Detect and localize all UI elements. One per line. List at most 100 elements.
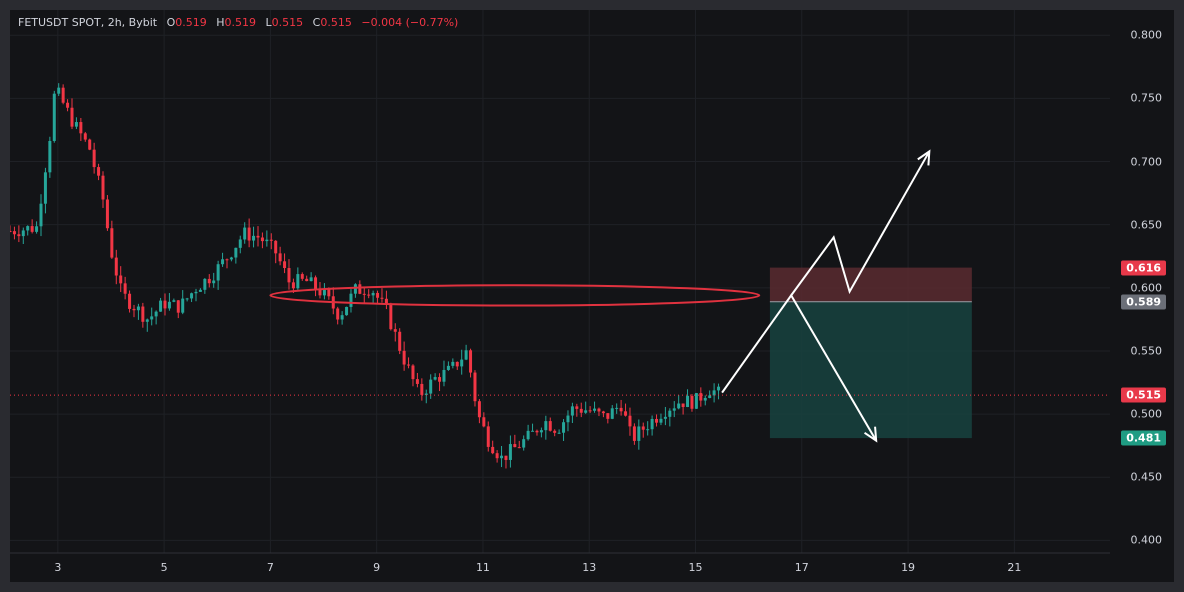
candle-body: [287, 268, 291, 283]
open-value: 0.519: [175, 16, 207, 29]
candle-body: [318, 289, 322, 296]
candle-body: [659, 418, 663, 423]
candle-body: [694, 393, 698, 409]
candle-body: [717, 386, 721, 391]
candle-body: [345, 306, 349, 316]
candle-body: [601, 411, 605, 414]
arrow-head: [917, 149, 931, 166]
close-value: 0.515: [320, 16, 352, 29]
candle-body: [367, 294, 371, 296]
target-price-tag[interactable]: 0.481: [1121, 430, 1166, 446]
candle-body: [535, 430, 539, 433]
chart-frame[interactable]: FETUSDT SPOT, 2h, Bybit O0.519 H0.519 L0…: [10, 10, 1174, 582]
x-tick-label: 5: [160, 561, 168, 574]
high-value: 0.519: [224, 16, 257, 29]
candle-body: [690, 395, 694, 409]
candle-body: [176, 300, 180, 313]
candle-body: [415, 379, 419, 384]
candle-body: [26, 226, 30, 231]
candle-body: [619, 407, 623, 412]
candle-body: [411, 365, 415, 380]
y-tick-label: 0.400: [1130, 533, 1163, 547]
candle-body: [486, 426, 490, 447]
candle-body: [517, 447, 521, 449]
candle-body: [384, 298, 388, 305]
candle-body: [570, 406, 574, 416]
candle-body: [21, 230, 25, 237]
candle-body: [624, 411, 628, 416]
stop-price-tag[interactable]: 0.616: [1121, 260, 1166, 276]
candle-body: [252, 235, 256, 241]
candle-body: [531, 430, 535, 432]
candle-body: [43, 172, 47, 204]
candle-body: [646, 429, 650, 431]
candle-body: [712, 390, 716, 396]
candle-body: [35, 226, 39, 232]
candle-body: [553, 430, 557, 433]
current-price-tag[interactable]: 0.515: [1121, 387, 1166, 403]
candle-body: [260, 237, 264, 242]
x-tick-label: 3: [54, 561, 62, 574]
candle-body: [12, 231, 16, 235]
candle-body: [513, 444, 517, 448]
candle-body: [119, 275, 123, 284]
candle-body: [57, 87, 61, 94]
candle-body: [393, 329, 397, 332]
candle-body: [606, 413, 610, 419]
candle-body: [48, 140, 52, 173]
candle-body: [340, 315, 344, 320]
y-tick-label: 0.800: [1130, 28, 1163, 42]
candle-body: [154, 311, 158, 317]
candle-body: [52, 93, 56, 141]
y-tick-label: 0.700: [1130, 155, 1163, 169]
candle-body: [305, 278, 309, 282]
x-tick-label: 11: [475, 561, 490, 574]
candle-body: [353, 284, 357, 294]
x-tick-label: 7: [266, 561, 274, 574]
candle-body: [482, 417, 486, 427]
candle-body: [420, 383, 424, 395]
x-tick-label: 13: [582, 561, 597, 574]
candle-body: [504, 455, 508, 460]
candle-body: [291, 282, 295, 289]
position-zones: [769, 267, 972, 439]
candle-body: [17, 234, 21, 237]
candle-body: [495, 453, 499, 459]
candle-body: [322, 289, 326, 296]
candle-body: [522, 439, 526, 448]
x-tick-label: 17: [794, 561, 809, 574]
candle-body: [438, 377, 442, 382]
candle-body: [703, 397, 707, 401]
candle-body: [105, 199, 109, 229]
y-tick-label: 0.600: [1130, 281, 1163, 295]
candle-body: [562, 422, 566, 433]
candle-body: [185, 298, 189, 300]
candle-body: [194, 291, 198, 294]
candle-body: [433, 377, 437, 380]
candle-body: [110, 228, 114, 258]
candle-body: [10, 230, 12, 232]
candle-body: [566, 415, 570, 423]
candle-body: [464, 350, 468, 360]
high-label: H: [216, 16, 225, 29]
arrow-head: [864, 426, 878, 443]
candle-body: [473, 372, 477, 402]
candle-body: [362, 293, 366, 295]
candle-body: [593, 408, 597, 411]
candle-body: [70, 107, 74, 127]
candle-body: [66, 102, 70, 108]
x-tick-label: 15: [688, 561, 703, 574]
candle-body: [278, 253, 282, 262]
candle-body: [216, 264, 220, 281]
candle-body: [632, 426, 636, 441]
candle-body: [163, 300, 167, 309]
y-tick-label: 0.750: [1130, 91, 1163, 105]
candle-body: [296, 274, 300, 289]
candle-body: [610, 408, 614, 419]
candle-body: [97, 167, 101, 176]
chart-canvas[interactable]: [10, 10, 1174, 582]
change-value: −0.004 (−0.77%): [361, 16, 459, 29]
entry-price-tag[interactable]: 0.589: [1121, 294, 1166, 310]
candle-body: [407, 364, 411, 366]
candle-body: [469, 350, 473, 373]
